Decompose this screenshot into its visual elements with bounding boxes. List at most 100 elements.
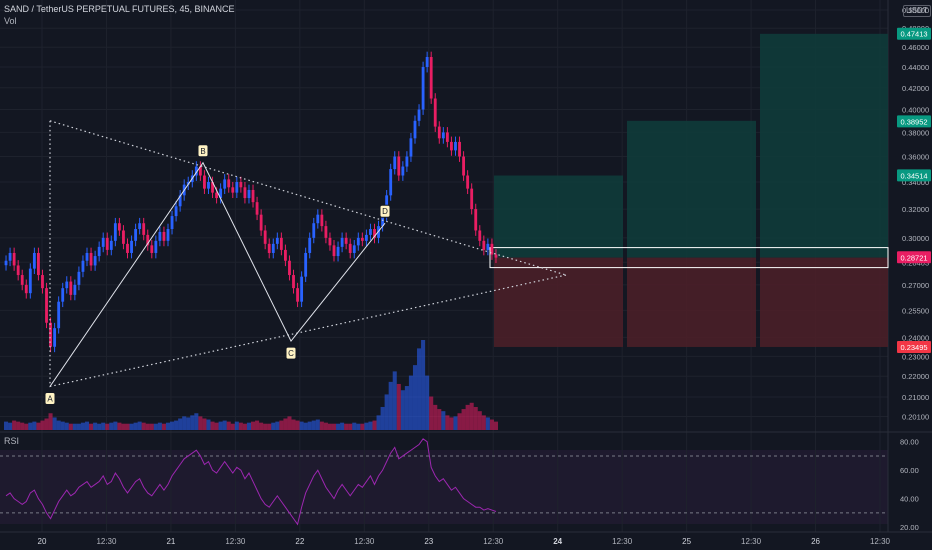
candle-body (235, 182, 239, 193)
volume-bar (121, 423, 126, 430)
currency-badge[interactable]: USDT (903, 5, 931, 17)
volume-bar (234, 421, 239, 430)
volume-bar (275, 421, 280, 430)
candle-body (49, 322, 52, 347)
x-tick-label: 21 (166, 537, 175, 546)
candle-body (178, 195, 182, 207)
candle-body (219, 188, 223, 199)
volume-bar (396, 383, 401, 430)
candle-body (490, 243, 494, 255)
volume-bar (291, 419, 296, 430)
volume-bar (315, 419, 320, 430)
price-tag-label: 0.47413 (900, 30, 927, 39)
x-tick-label: 20 (38, 537, 47, 546)
candle-body (45, 288, 48, 323)
pattern-point-marker (197, 144, 209, 158)
pattern-point-marker (285, 346, 297, 360)
rsi-line (5, 438, 497, 526)
candle-body (150, 245, 154, 253)
volume-bar (255, 420, 260, 430)
volume-bar (174, 420, 179, 430)
x-tick-label: 12:30 (354, 537, 375, 546)
loss-zone (760, 257, 888, 347)
candle-body (53, 328, 57, 347)
candle-body (292, 275, 295, 289)
x-tick-label: 12:30 (612, 537, 633, 546)
volume-bar (206, 419, 211, 430)
candle-body (158, 231, 162, 241)
candle-body (81, 260, 85, 272)
candle-body (223, 179, 227, 189)
candle-body (166, 229, 170, 241)
candle-body (288, 260, 291, 276)
x-tick-label: 12:30 (483, 537, 504, 546)
price-tag (897, 251, 931, 264)
volume-bar (210, 421, 215, 430)
candle-body (356, 237, 360, 246)
volume-bar (408, 375, 413, 430)
volume-bar (340, 422, 345, 430)
volume-bar (433, 404, 438, 430)
candle-body (304, 252, 308, 277)
volume-bar (194, 413, 199, 430)
candle-body (364, 234, 368, 241)
rsi-tick-label: 60.00 (900, 466, 919, 475)
entry-box (489, 247, 889, 269)
volume-bar (218, 421, 223, 430)
volume-bar (457, 413, 462, 430)
candle-body (336, 246, 340, 257)
pattern-point-label: B (200, 147, 205, 156)
volume-bar (421, 340, 426, 430)
candle-body (425, 56, 429, 68)
volume-bar (93, 422, 98, 430)
candle-body (8, 252, 12, 261)
pattern-point-label: D (382, 207, 388, 216)
volume-bar (4, 421, 9, 430)
candle-body (373, 229, 376, 238)
candle-body (389, 169, 393, 196)
candle-body (405, 156, 409, 167)
y-tick-label: 0.27000 (902, 281, 929, 290)
volume-bar (287, 416, 292, 430)
y-tick-label: 0.42000 (902, 84, 929, 93)
volume-bar (323, 422, 328, 430)
candle-body (458, 141, 461, 157)
candle-body (279, 237, 283, 250)
candle-body (85, 252, 89, 261)
candle-body (186, 182, 190, 185)
volume-bar (60, 421, 65, 430)
volume-bar (40, 420, 45, 430)
volume-bar (12, 420, 17, 430)
volume-bar (453, 416, 458, 430)
candle-body (255, 202, 259, 215)
candle-body (101, 237, 105, 247)
candle-body (138, 223, 142, 230)
volume-bar (149, 423, 154, 430)
candle-body (344, 237, 348, 244)
volume-bar (267, 423, 272, 430)
volume-bar (52, 417, 57, 430)
volume-bar (429, 396, 434, 430)
volume-bar (157, 422, 162, 430)
candle-body (466, 175, 470, 189)
candle-body (130, 240, 133, 253)
profit-zone (494, 175, 623, 258)
candle-body (162, 231, 166, 241)
price-tag-label: 0.23495 (900, 343, 927, 352)
candle-body (243, 187, 247, 199)
volume-bar (352, 422, 357, 430)
y-tick-label: 0.20100 (902, 412, 929, 421)
volume-bar (392, 371, 397, 430)
candle-body (486, 243, 490, 250)
volume-bar (271, 422, 276, 430)
candle-body (462, 156, 465, 176)
volume-bar (319, 421, 324, 430)
volume-bar (129, 423, 134, 430)
candle-body (478, 230, 482, 241)
candle-body (142, 223, 146, 235)
candle-body (65, 281, 69, 289)
candle-body (198, 166, 202, 176)
volume-bar (295, 420, 300, 430)
rsi-tick-label: 20.00 (900, 523, 919, 532)
